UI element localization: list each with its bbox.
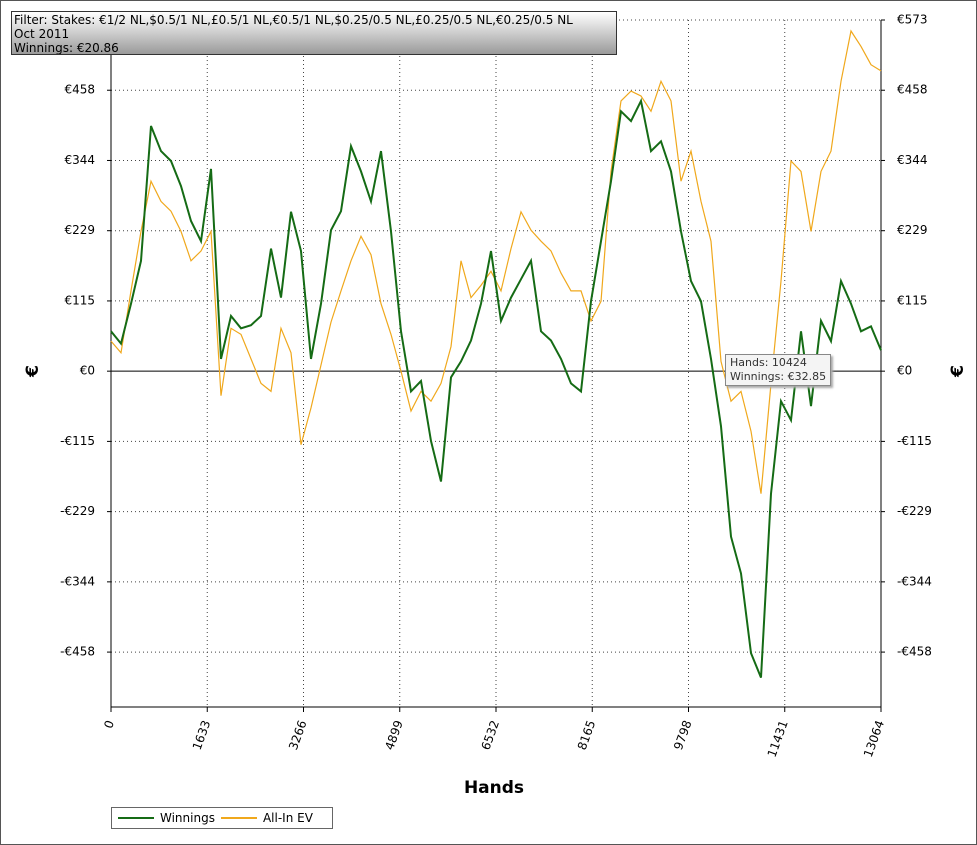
y2-tick-label: €344: [897, 153, 928, 167]
legend-swatch: [118, 817, 154, 819]
y-axis-title: €: [23, 365, 43, 378]
y-tick-label: -€458: [60, 645, 95, 659]
x-tick-label: 3266: [286, 718, 310, 751]
x-tick-label: 13064: [861, 718, 887, 759]
y2-tick-label: €0: [897, 364, 912, 378]
x-tick-label: 6532: [479, 718, 503, 751]
x-tick-label: 4899: [382, 718, 406, 751]
legend: Winnings All-In EV: [111, 807, 333, 829]
y2-tick-label: -€458: [897, 645, 932, 659]
tooltip: Hands: 10424 Winnings: €32.85: [725, 354, 832, 386]
y2-tick-label: -€344: [897, 574, 932, 588]
y2-tick-label: €573: [897, 13, 928, 27]
y-tick-label: €344: [64, 153, 95, 167]
y-tick-label: -€344: [60, 574, 95, 588]
y2-tick-label: -€229: [897, 504, 932, 518]
y2-axis-title: €: [948, 365, 968, 378]
y-tick-label: €0: [80, 364, 95, 378]
y2-tick-label: €229: [897, 223, 928, 237]
y2-tick-label: €458: [897, 83, 928, 97]
x-tick-label: 9798: [671, 718, 695, 751]
x-axis-title: Hands: [464, 778, 524, 798]
filter-box: Filter: Stakes: €1/2 NL,$0.5/1 NL,£0.5/1…: [11, 11, 617, 55]
x-tick-label: 8165: [575, 718, 599, 751]
x-tick-label: 0: [101, 718, 117, 730]
y2-tick-label: €115: [897, 293, 928, 307]
x-tick-label: 11431: [765, 718, 791, 759]
filter-line: Winnings: €20.86: [14, 41, 119, 55]
x-tick-label: 1633: [190, 718, 214, 751]
series-line: [110, 97, 882, 678]
filter-line: Oct 2011: [14, 27, 70, 41]
y-tick-label: €115: [64, 293, 95, 307]
legend-label: All-In EV: [262, 811, 313, 825]
tooltip-line: Hands: 10424: [730, 356, 807, 369]
y-tick-label: -€115: [60, 434, 95, 448]
y-tick-label: €229: [64, 223, 95, 237]
legend-swatch: [220, 817, 257, 819]
y2-tick-label: -€115: [897, 434, 932, 448]
filter-line: Filter: Stakes: €1/2 NL,$0.5/1 NL,£0.5/1…: [14, 13, 573, 27]
y-tick-label: -€229: [60, 504, 95, 518]
y-tick-label: €458: [64, 83, 95, 97]
legend-label: Winnings: [160, 811, 215, 825]
tooltip-line: Winnings: €32.85: [730, 370, 827, 383]
